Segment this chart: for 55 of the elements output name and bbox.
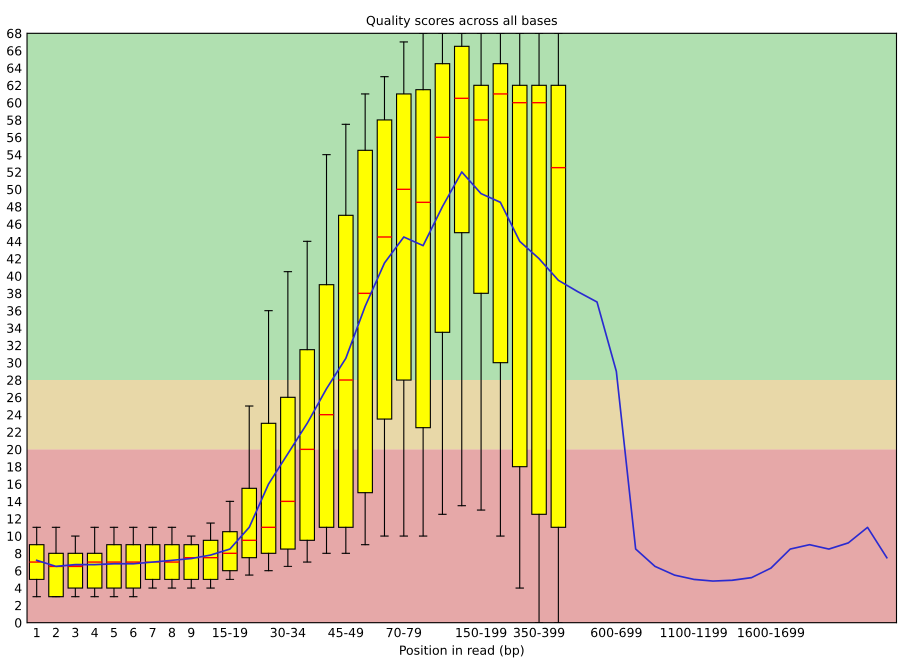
- x-tick-label: 1100-1199: [660, 628, 727, 638]
- y-tick-label: 24: [7, 410, 22, 420]
- x-tick-label: 1600-1699: [738, 628, 804, 638]
- y-tick-label: 44: [6, 236, 22, 246]
- y-tick-label: 22: [7, 427, 21, 437]
- y-tick-label: 28: [7, 375, 22, 385]
- y-tick-label: 60: [7, 98, 22, 108]
- x-tick-label: 9: [188, 628, 194, 638]
- y-tick-label: 0: [15, 618, 22, 628]
- x-tick-label: 70-79: [386, 628, 422, 638]
- x-tick-label: 5: [110, 628, 117, 638]
- y-tick-label: 50: [7, 184, 22, 194]
- x-tick-label: 2: [52, 628, 59, 638]
- y-tick-label: 64: [7, 63, 22, 73]
- y-tick-label: 68: [7, 28, 22, 38]
- y-tick-label: 62: [7, 80, 21, 90]
- y-tick-label: 18: [8, 462, 22, 472]
- x-tick-label: 600-699: [591, 628, 642, 638]
- y-tick-label: 34: [7, 323, 22, 333]
- y-tick-label: 42: [6, 254, 21, 264]
- y-tick-label: 58: [7, 115, 22, 125]
- y-tick-label: 32: [7, 340, 21, 350]
- x-tick-label: 45-49: [328, 628, 364, 638]
- x-tick-label: 7: [150, 628, 156, 638]
- x-tick-label: 4: [91, 628, 98, 638]
- y-tick-label: 30: [7, 358, 22, 368]
- x-tick-label: 15-19: [213, 628, 248, 638]
- y-tick-label: 40: [6, 271, 22, 281]
- y-tick-label: 12: [8, 514, 21, 524]
- y-tick-label: 16: [8, 479, 22, 489]
- x-tick-label: 3: [72, 628, 78, 638]
- x-tick-label: 30-34: [270, 628, 306, 638]
- y-tick-label: 46: [6, 219, 22, 229]
- y-tick-label: 54: [7, 150, 22, 160]
- y-tick-label: 6: [15, 566, 22, 576]
- x-tick-label: 8: [168, 628, 176, 638]
- y-tick-label: 38: [7, 288, 22, 298]
- y-tick-label: 14: [8, 496, 22, 506]
- x-axis-title: Position in read (bp): [400, 645, 524, 658]
- y-tick-label: 26: [7, 392, 22, 402]
- y-tick-label: 52: [7, 167, 21, 177]
- x-tick-label: 350-399: [514, 628, 564, 638]
- y-tick-label: 36: [7, 306, 22, 316]
- x-tick-label: 150-199: [456, 628, 506, 638]
- x-tick-label: 1: [34, 628, 40, 638]
- y-tick-label: 4: [14, 584, 22, 593]
- x-tick-label: 6: [130, 628, 136, 638]
- y-tick-label: 66: [7, 46, 22, 56]
- y-tick-label: 8: [15, 548, 22, 558]
- y-tick-label: 48: [6, 202, 22, 212]
- y-tick-label: 2: [15, 600, 21, 610]
- y-tick-label: 10: [8, 532, 22, 541]
- y-tick-label: 20: [7, 444, 22, 454]
- y-tick-label: 56: [7, 132, 22, 142]
- chart-title: Quality scores across all bases: [366, 15, 557, 28]
